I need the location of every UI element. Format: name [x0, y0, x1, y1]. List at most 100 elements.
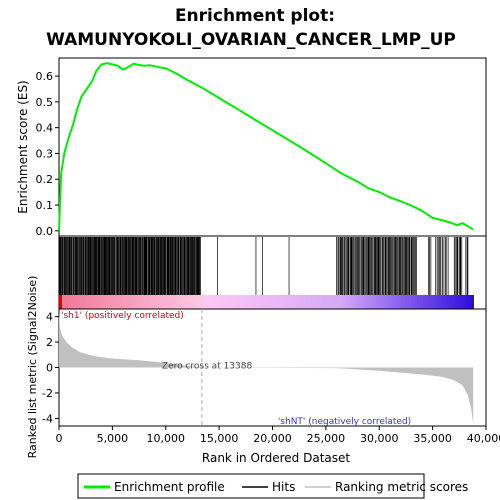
es-panel-frame [58, 57, 487, 237]
ranking-bar-segment [414, 295, 418, 309]
es-panel: 0.0 0.1 0.2 0.3 0.4 0.5 0.6 Enrichment score (… [16, 57, 487, 238]
ranking-bar-segment [283, 295, 288, 309]
ranking-bar-segment [384, 295, 388, 309]
metric-ytick-label: -4 [42, 412, 53, 425]
x-tick-label: 20,000 [253, 432, 292, 445]
ranking-bar-segment [177, 295, 181, 309]
ranking-bar-segment [375, 295, 380, 309]
chart-title-line1: Enrichment plot: [175, 6, 335, 26]
ranking-bar-segment [301, 295, 306, 309]
ranking-bar-segment [357, 295, 362, 309]
es-ytick-label: 0.3 [36, 147, 54, 160]
ranking-bar-segment [378, 295, 383, 309]
chart-title-line2: WAMUNYOKOLI_OVARIAN_CANCER_LMP_UP [46, 30, 456, 50]
ranking-bar-segment [381, 295, 386, 309]
ranking-bar-segment [390, 295, 394, 309]
ranking-bar-segment [106, 295, 110, 309]
metric-ytick-label: 2 [46, 336, 53, 349]
ranking-bar-segment [138, 295, 143, 309]
ranking-bar-segment [168, 295, 173, 309]
ranking-bar-segment [464, 295, 468, 309]
ranking-bar-segment [351, 295, 356, 309]
ranking-bar-segment [121, 295, 125, 309]
ranking-bar-segment [348, 295, 353, 309]
ranking-bar-segment [307, 295, 312, 309]
ranking-bar-segment [328, 295, 332, 309]
ranking-bar-segment [245, 295, 249, 309]
ranking-bar-segment [428, 295, 433, 309]
ranking-bar-segment [115, 295, 119, 309]
ranking-bar-segment [266, 295, 270, 309]
ranking-bar-segment [340, 295, 344, 309]
ranking-bar-segment [135, 295, 140, 309]
ranking-bar-segment [455, 295, 459, 309]
ranking-bar-segment [230, 295, 235, 309]
ranking-bar-segment [236, 295, 241, 309]
ranking-bar-segment [387, 295, 391, 309]
ranking-bar-segment [411, 295, 415, 309]
ranking-bar-segment [263, 295, 267, 309]
ranking-bar-segment [399, 295, 403, 309]
ranking-bar-segment [73, 295, 78, 309]
ranking-bar-segment [118, 295, 122, 309]
ranking-bar-segment [319, 295, 323, 309]
ranking-bar-segment [147, 295, 152, 309]
ranking-bar-segment [76, 295, 81, 309]
x-tick-label: 0 [56, 432, 63, 445]
ranking-bar-segment [212, 295, 217, 309]
ranking-bar-segment [153, 295, 158, 309]
ranking-bar-segment [437, 295, 442, 309]
ranking-bar-segment [159, 295, 164, 309]
ranking-bar-segment [165, 295, 170, 309]
x-axis: 0 5,000 10,000 15,000 20,000 25,000 30,000 35,0… [56, 426, 500, 445]
ranking-bar-segment [402, 295, 406, 309]
ranking-bar-segment [289, 295, 294, 309]
ranking-bar-segment [189, 295, 193, 309]
ranking-bar-segment [67, 295, 72, 309]
zero-cross-label: Zero cross at 13388 [162, 362, 253, 372]
x-tick-label: 35,000 [413, 432, 452, 445]
ranking-bar-segment [162, 295, 167, 309]
ranking-bar-segment [272, 295, 276, 309]
ranking-bar-segment [325, 295, 329, 309]
ranking-bar-segment [458, 295, 462, 309]
ranking-bar-segment [192, 295, 196, 309]
ranking-bar-segment [343, 295, 347, 309]
ranking-bar-segment [292, 295, 297, 309]
ranking-bar-segment [150, 295, 155, 309]
ranking-bar-segment [440, 295, 445, 309]
ranking-bar-segment [313, 295, 317, 309]
ranking-bar-segment [405, 295, 409, 309]
ranking-bar-segment [127, 295, 131, 309]
ranking-bar-segment [354, 295, 359, 309]
x-tick-label: 25,000 [307, 432, 346, 445]
x-tick-label: 15,000 [200, 432, 239, 445]
metric-ytick-label: 4 [46, 311, 53, 324]
ranking-bar-segment [257, 295, 261, 309]
ranking-bar-segment [239, 295, 244, 309]
ranking-bar-segment [363, 295, 368, 309]
ranking-bar-segment [396, 295, 400, 309]
ranking-bar-segment [186, 295, 190, 309]
ranking-bar-segment [103, 295, 107, 309]
ranking-bar-segment [130, 295, 134, 309]
ranking-bar-segment [248, 295, 252, 309]
ranking-bar-segment [425, 295, 430, 309]
ranking-bar-segment [124, 295, 128, 309]
ranking-bar-segment [452, 295, 457, 309]
es-ytick-label: 0.1 [36, 199, 54, 212]
es-line [58, 62, 474, 231]
es-ylabel: Enrichment score (ES) [16, 80, 30, 213]
ranking-bar-segment [369, 295, 374, 309]
x-tick-label: 10,000 [147, 432, 186, 445]
es-ytick-label: 0.0 [36, 225, 54, 238]
metric-ytick-label: -2 [42, 387, 53, 400]
ranking-bar-segment [203, 295, 208, 309]
ranking-bar-segment [206, 295, 211, 309]
ranking-bar-segment [446, 295, 451, 309]
ranking-bar-segment [298, 295, 303, 309]
ranking-bar-segment [70, 295, 75, 309]
ranking-bar-segment [201, 295, 205, 309]
ranking-bar-segment [419, 295, 424, 309]
